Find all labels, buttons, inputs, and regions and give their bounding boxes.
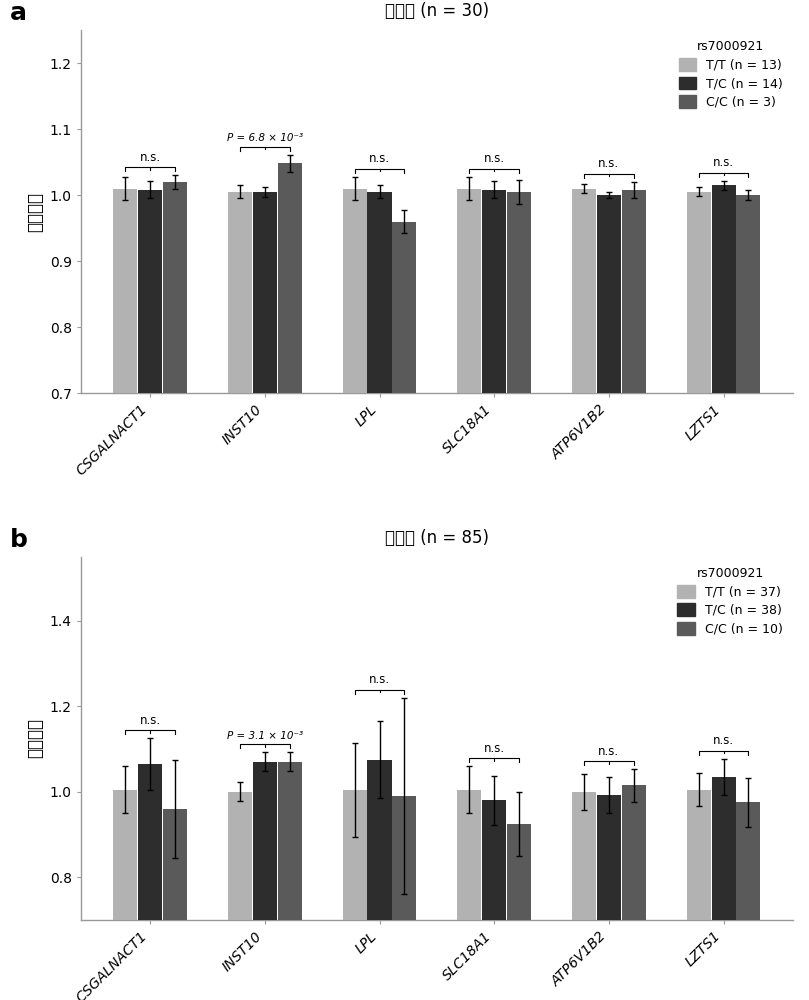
Text: n.s.: n.s. [713, 734, 734, 747]
Legend: T/T (n = 37), T/C (n = 38), C/C (n = 10): T/T (n = 37), T/C (n = 38), C/C (n = 10) [674, 563, 786, 639]
Bar [367, 760, 392, 1000]
Text: n.s.: n.s. [484, 742, 505, 755]
Bar [252, 192, 277, 856]
Bar [163, 182, 187, 856]
Bar [597, 195, 621, 856]
Y-axis label: 基因表达: 基因表达 [26, 192, 44, 232]
Bar [621, 190, 646, 856]
Bar [507, 192, 531, 856]
Bar [277, 762, 302, 1000]
Bar [343, 790, 366, 1000]
Bar [597, 795, 621, 1000]
Bar [482, 800, 506, 1000]
Text: n.s.: n.s. [713, 156, 734, 169]
Bar [367, 192, 392, 856]
Text: n.s.: n.s. [369, 673, 390, 686]
Bar [507, 824, 531, 1000]
Bar [228, 792, 252, 1000]
Text: P = 6.8 × 10⁻³: P = 6.8 × 10⁻³ [227, 133, 303, 143]
Legend: T/T (n = 13), T/C (n = 14), C/C (n = 3): T/T (n = 13), T/C (n = 14), C/C (n = 3) [675, 36, 786, 113]
Bar [736, 802, 760, 1000]
Bar [392, 222, 417, 856]
Bar [572, 792, 596, 1000]
Bar [228, 192, 252, 856]
Bar [482, 190, 506, 856]
Text: n.s.: n.s. [484, 152, 505, 165]
Bar [736, 195, 760, 856]
Text: P = 3.1 × 10⁻³: P = 3.1 × 10⁻³ [227, 731, 303, 741]
Text: b: b [10, 528, 28, 552]
Text: n.s.: n.s. [599, 157, 620, 170]
Bar [711, 185, 735, 856]
Title: 肝组织 (n = 85): 肝组织 (n = 85) [385, 529, 489, 547]
Bar [138, 190, 163, 856]
Bar [138, 764, 163, 1000]
Bar [113, 189, 138, 856]
Text: a: a [10, 1, 27, 25]
Text: n.s.: n.s. [599, 745, 620, 758]
Text: n.s.: n.s. [140, 151, 161, 164]
Text: n.s.: n.s. [140, 714, 161, 727]
Bar [457, 790, 481, 1000]
Bar [687, 192, 711, 856]
Y-axis label: 基因表达: 基因表达 [27, 718, 44, 758]
Bar [252, 762, 277, 1000]
Bar [457, 189, 481, 856]
Bar [621, 785, 646, 1000]
Title: 肝组织 (n = 30): 肝组织 (n = 30) [385, 2, 489, 20]
Text: n.s.: n.s. [369, 152, 390, 165]
Bar [711, 777, 735, 1000]
Bar [163, 809, 187, 1000]
Bar [277, 163, 302, 856]
Bar [113, 790, 138, 1000]
Bar [392, 796, 417, 1000]
Bar [343, 189, 366, 856]
Bar [572, 189, 596, 856]
Bar [687, 790, 711, 1000]
